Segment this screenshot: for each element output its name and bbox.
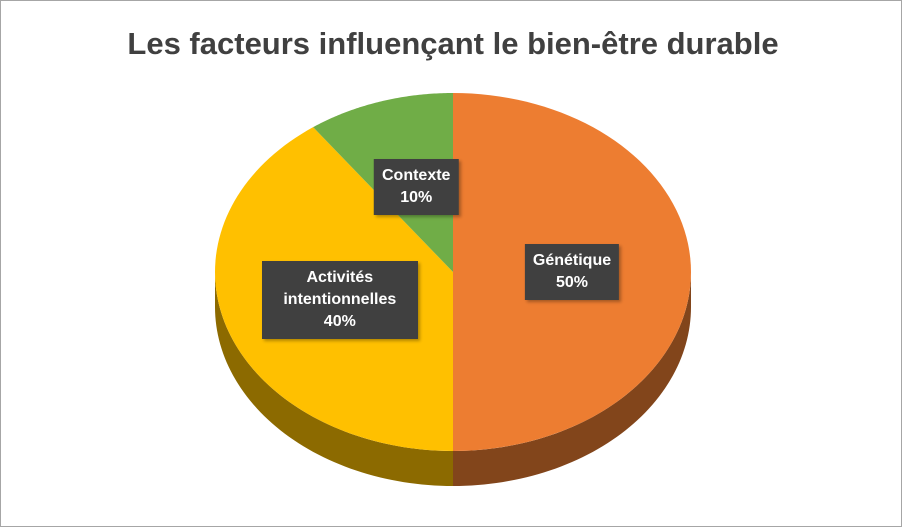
label-category: Contexte	[381, 166, 451, 184]
label-category: Activités intentionnelles	[283, 268, 397, 308]
label-value: 40%	[323, 312, 356, 330]
chart-title: Les facteurs influençant le bien-être du…	[127, 26, 778, 61]
data-label: Contexte 10%	[373, 158, 459, 215]
data-label: Activités intentionnelles 40%	[261, 260, 418, 339]
pie-side	[453, 272, 691, 486]
label-value: 10%	[400, 188, 433, 206]
label-category: Génétique	[532, 252, 612, 269]
pie-side	[215, 272, 453, 486]
label-value: 50%	[555, 274, 589, 291]
data-label: Génétique 50%	[524, 244, 620, 300]
